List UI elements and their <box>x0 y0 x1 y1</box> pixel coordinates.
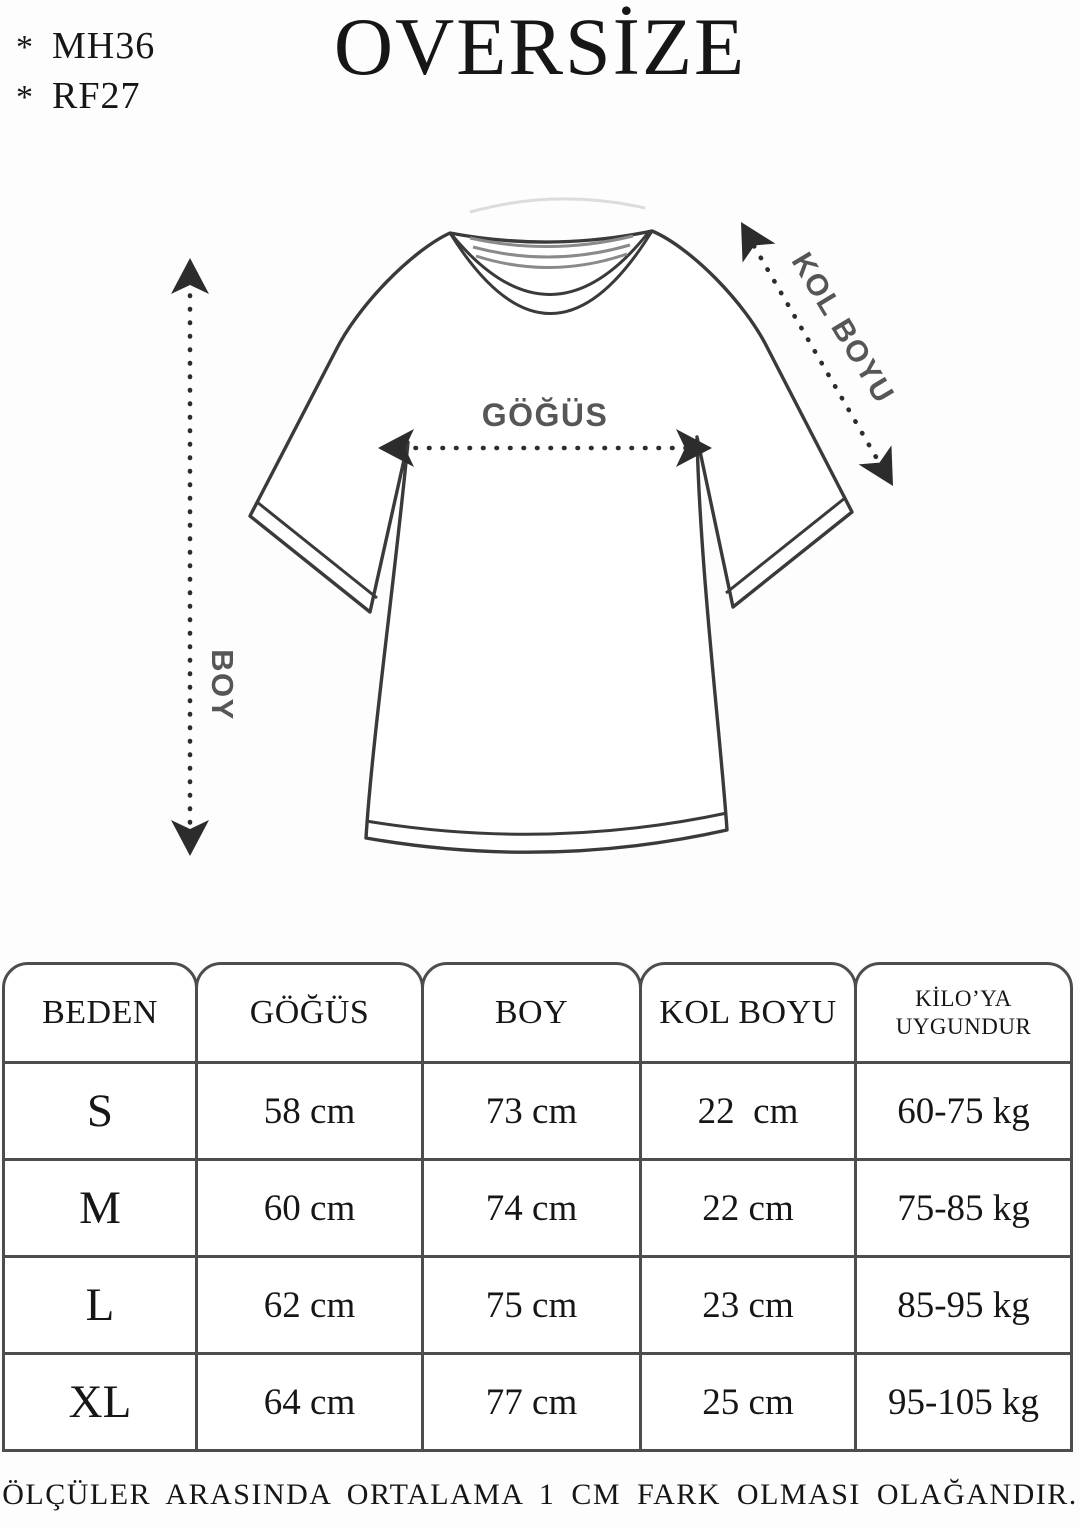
length-label: BOY <box>205 649 240 721</box>
asterisk-bullet: * <box>16 29 33 66</box>
product-code: RF27 <box>52 75 141 117</box>
header-beden: BEDEN <box>5 965 195 1064</box>
neck-stripe <box>469 234 634 249</box>
cell-chest-l: 62 cm <box>198 1258 421 1355</box>
page-title: OVERSİZE <box>333 1 747 92</box>
cell-weight-m: 75-85 kg <box>857 1161 1070 1258</box>
cell-size-xl: XL <box>68 1376 132 1428</box>
header-gogus: GÖĞÜS <box>198 965 421 1064</box>
neck-stripe <box>475 252 628 270</box>
arrowhead-down-icon <box>171 820 209 856</box>
header-boy: BOY <box>424 965 639 1064</box>
cell-weight-s: 60-75 kg <box>857 1064 1070 1161</box>
cell-sleeve-xl: 25 cm <box>702 1381 794 1423</box>
ghost-arc <box>469 197 646 214</box>
product-code-line: * RF27 <box>16 74 155 124</box>
tshirt-drawing <box>248 229 854 854</box>
left-cuff-band <box>256 500 378 600</box>
collar-rim <box>450 232 650 296</box>
chest-label: GÖĞÜS <box>482 397 609 433</box>
cell-size-m: M <box>5 1161 195 1258</box>
column-beden: BEDEN S M L XL <box>2 962 198 1452</box>
cell-size-l: L <box>5 1258 195 1355</box>
neck-stripe <box>472 243 631 259</box>
cell-length-m: 74 cm <box>424 1161 639 1258</box>
cell-weight-xl: 95-105 kg <box>887 1381 1040 1423</box>
right-cuff-band <box>725 496 846 595</box>
cell-size-s: S <box>5 1064 195 1161</box>
column-kol-boyu: KOL BOYU 22 cm 22 cm 23 cm 25 cm <box>639 962 857 1452</box>
tshirt-outline <box>248 229 854 854</box>
column-boy: BOY 73 cm 74 cm 75 cm 77 cm <box>421 962 642 1452</box>
hem-band <box>365 811 728 836</box>
arrowhead-upleft-icon <box>741 222 776 263</box>
arrowhead-up-icon <box>171 258 209 294</box>
column-gogus: GÖĞÜS 58 cm 60 cm 62 cm 64 cm <box>195 962 424 1452</box>
arrowhead-left-icon <box>378 429 414 467</box>
tolerance-note: ÖLÇÜLER ARASINDA ORTALAMA 1 CM FARK OLMA… <box>2 1478 1078 1511</box>
cell-sleeve-m: 22 cm <box>642 1161 854 1258</box>
chest-arrow: GÖĞÜS <box>378 397 712 467</box>
cell-chest-xl: 64 cm <box>263 1381 356 1423</box>
column-kilo: KİLO’YA UYGUNDUR 60-75 kg 75-85 kg 85-95… <box>854 962 1073 1452</box>
header-kilo: KİLO’YA UYGUNDUR <box>857 965 1070 1064</box>
header-kol-boyu: KOL BOYU <box>642 965 854 1064</box>
cell-sleeve-l: 23 cm <box>642 1258 854 1355</box>
arrowhead-right-icon <box>676 429 712 467</box>
size-table: BEDEN S M L XL GÖĞÜS 58 cm 60 cm 62 cm 6… <box>2 962 1073 1452</box>
cell-sleeve-s: 22 cm <box>642 1064 854 1161</box>
collar-band <box>448 230 654 315</box>
cell-weight-l: 85-95 kg <box>857 1258 1070 1355</box>
length-arrow: BOY <box>171 258 240 856</box>
tshirt-measurement-diagram: BOY GÖĞÜS KOL BOYU <box>0 150 1080 920</box>
cell-length-s: 73 cm <box>424 1064 639 1161</box>
asterisk-bullet: * <box>16 79 33 116</box>
product-code: MH36 <box>52 25 156 67</box>
product-codes: * MH36 * RF27 <box>16 24 155 124</box>
cell-chest-s: 58 cm <box>198 1064 421 1161</box>
cell-length-l: 75 cm <box>424 1258 639 1355</box>
sleeve-dotted-line <box>751 243 883 467</box>
arrowhead-downright-icon <box>858 445 893 486</box>
product-code-line: * MH36 <box>16 24 155 74</box>
cell-chest-m: 60 cm <box>198 1161 421 1258</box>
cell-length-xl: 77 cm <box>485 1381 578 1423</box>
